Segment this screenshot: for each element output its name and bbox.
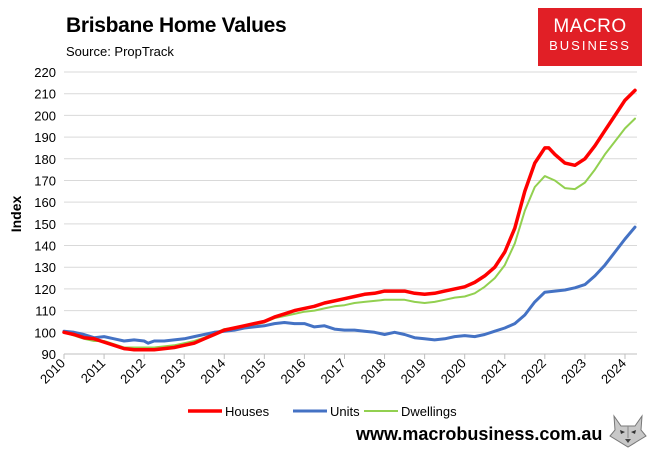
x-tick-label: 2012 bbox=[117, 356, 148, 387]
y-tick-label: 140 bbox=[34, 239, 56, 254]
y-tick-label: 150 bbox=[34, 217, 56, 232]
x-tick-label: 2013 bbox=[157, 356, 188, 387]
x-tick-label: 2018 bbox=[358, 356, 389, 387]
y-tick-label: 130 bbox=[34, 260, 56, 275]
x-tick-label: 2011 bbox=[78, 356, 108, 386]
y-tick-label: 100 bbox=[34, 325, 56, 340]
legend-label-houses: Houses bbox=[225, 404, 270, 419]
y-tick-label: 160 bbox=[34, 195, 56, 210]
x-tick-label: 2021 bbox=[478, 356, 509, 387]
y-tick-label: 190 bbox=[34, 130, 56, 145]
x-tick-label: 2015 bbox=[237, 356, 268, 387]
series-line-units bbox=[62, 225, 637, 345]
x-tick-label: 2017 bbox=[318, 356, 349, 387]
series-line-houses bbox=[62, 88, 637, 352]
x-tick-label: 2014 bbox=[197, 356, 228, 387]
chart-source: Source: PropTrack bbox=[66, 44, 174, 59]
wolf-logo-icon bbox=[609, 414, 647, 448]
y-tick-label: 180 bbox=[34, 152, 56, 167]
page-title: Brisbane Home Values bbox=[66, 14, 287, 37]
x-tick-label: 2023 bbox=[558, 356, 589, 387]
x-tick-label: 2019 bbox=[398, 356, 429, 387]
y-axis-label: Index bbox=[8, 196, 24, 233]
legend-label-units: Units bbox=[330, 404, 360, 419]
logo-line-2: BUSINESS bbox=[549, 38, 631, 53]
y-tick-label: 90 bbox=[42, 347, 56, 362]
x-tick-label: 2024 bbox=[598, 356, 629, 387]
website-url: www.macrobusiness.com.au bbox=[356, 424, 603, 444]
chart-legend: Houses Units Dwellings bbox=[188, 404, 457, 419]
legend-label-dwellings: Dwellings bbox=[401, 404, 457, 419]
chart-series bbox=[62, 88, 637, 352]
y-tick-label: 210 bbox=[34, 87, 56, 102]
x-axis-ticks: 2010 2011 2012 2013 2014 2015 2016 2017 2018 2019… bbox=[37, 354, 629, 387]
y-tick-label: 170 bbox=[34, 173, 56, 188]
macrobusiness-logo: MACRO BUSINESS bbox=[538, 8, 642, 66]
x-tick-label: 2022 bbox=[518, 356, 549, 387]
x-tick-label: 2016 bbox=[277, 356, 308, 387]
logo-line-1: MACRO bbox=[553, 16, 627, 37]
y-tick-label: 120 bbox=[34, 282, 56, 297]
series-line-dwellings bbox=[63, 117, 636, 349]
chart-grid bbox=[64, 71, 637, 333]
y-axis-ticks: 90 100 110 120 130 140 150 160 170 180 190 200 210 22… bbox=[34, 65, 56, 362]
y-tick-label: 200 bbox=[34, 108, 56, 123]
y-tick-label: 220 bbox=[34, 65, 56, 80]
y-tick-label: 110 bbox=[35, 304, 56, 319]
x-tick-label: 2020 bbox=[438, 356, 469, 387]
